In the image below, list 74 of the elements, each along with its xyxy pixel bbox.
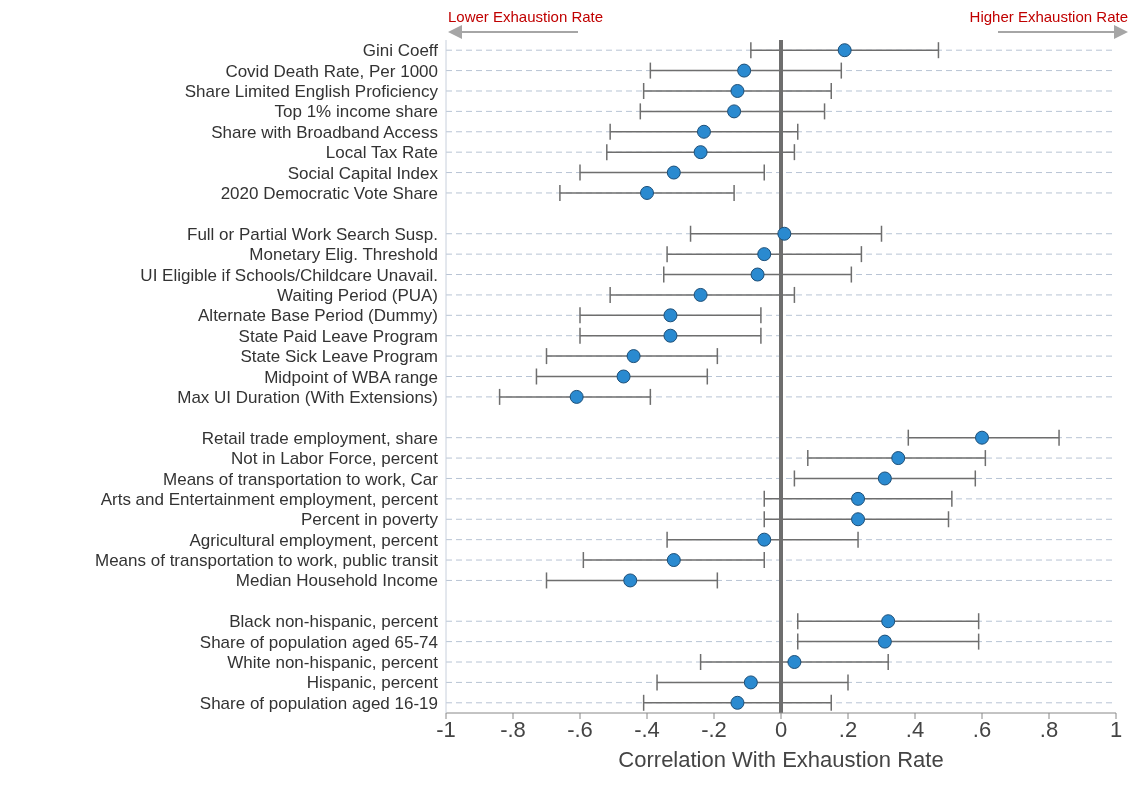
y-tick-label: Share with Broadband Access (211, 122, 438, 142)
y-tick-label: Black non-hispanic, percent (229, 612, 439, 632)
point (730, 695, 745, 710)
y-tick-label: UI Eligible if Schools/Childcare Unavail. (140, 265, 438, 285)
x-tick-label: .4 (905, 716, 925, 742)
point (730, 83, 745, 98)
y-tick-label: Agricultural employment, percent (189, 530, 439, 550)
y-tick-label: Share of population aged 16-19 (199, 693, 438, 713)
y-tick-label: Social Capital Index (287, 163, 439, 183)
x-tick-label: -.4 (634, 716, 660, 742)
point (881, 614, 896, 629)
point (891, 451, 906, 466)
y-tick-label: State Sick Leave Program (240, 347, 438, 367)
x-axis-title: Correlation With Exhaustion Rate (618, 747, 944, 772)
y-tick-label: Gini Coeff (362, 41, 439, 61)
point (757, 247, 772, 262)
y-tick-label: Midpoint of WBA range (264, 367, 438, 387)
point (663, 328, 678, 343)
y-tick-label: Monetary Elig. Threshold (249, 245, 438, 265)
x-tick-label: 1 (1109, 716, 1123, 742)
point (743, 675, 758, 690)
point (693, 287, 708, 302)
y-tick-label: Max UI Duration (With Extensions) (177, 387, 438, 407)
x-tick-label: .8 (1039, 716, 1059, 742)
x-tick-label: -1 (436, 716, 456, 742)
text: Lower Exhaustion Rate (448, 8, 604, 25)
y-tick-label: Top 1% income share (274, 102, 438, 122)
point (975, 430, 989, 445)
y-tick-label: Hispanic, percent (306, 673, 439, 693)
x-tick-label: 0 (774, 716, 788, 742)
x-tick-label: .6 (972, 716, 992, 742)
point (626, 349, 641, 364)
point (569, 389, 584, 404)
y-tick-label: Alternate Base Period (Dummy) (198, 306, 438, 326)
y-tick-label: Covid Death Rate, Per 1000 (225, 61, 438, 81)
point (616, 369, 631, 384)
point (877, 471, 892, 486)
point (877, 634, 892, 649)
text: Higher Exhaustion Rate (969, 8, 1128, 25)
y-tick-label: Median Household Income (235, 571, 438, 591)
point (663, 308, 678, 323)
point (750, 267, 765, 282)
point (851, 491, 866, 506)
y-tick-label: Retail trade employment, share (201, 428, 438, 448)
x-tick-label: -.6 (567, 716, 593, 742)
x-tick-label: -.2 (701, 716, 727, 742)
y-tick-label: Waiting Period (PUA) (277, 285, 438, 305)
y-tick-label: Share of population aged 65-74 (199, 632, 438, 652)
point (696, 124, 711, 139)
point (787, 655, 802, 670)
point (777, 226, 792, 241)
point (757, 532, 772, 547)
y-tick-label: Full or Partial Work Search Susp. (187, 224, 438, 244)
point (837, 43, 852, 58)
y-tick-label: Percent in poverty (300, 510, 439, 530)
x-tick-label: .2 (838, 716, 858, 742)
point (737, 63, 752, 78)
y-tick-label: State Paid Leave Program (238, 326, 438, 346)
y-tick-label: Means of transportation to work, Car (163, 469, 439, 489)
y-tick-label: White non-hispanic, percent (227, 653, 439, 673)
point (727, 104, 742, 119)
point (666, 165, 681, 180)
y-tick-label: Means of transportation to work, public transit (95, 551, 439, 571)
point (666, 553, 681, 568)
y-tick-label: Not in Labor Force, percent (231, 449, 439, 469)
y-tick-label: Local Tax Rate (325, 143, 438, 163)
point (851, 512, 866, 527)
point (693, 145, 708, 160)
y-tick-label: Arts and Entertainment employment, percent (100, 489, 439, 509)
x-tick-label: -.8 (500, 716, 526, 742)
y-tick-label: 2020 Democratic Vote Share (220, 183, 438, 203)
point (640, 185, 654, 200)
y-tick-label: Share Limited English Proficiency (184, 82, 439, 102)
point (623, 573, 638, 588)
